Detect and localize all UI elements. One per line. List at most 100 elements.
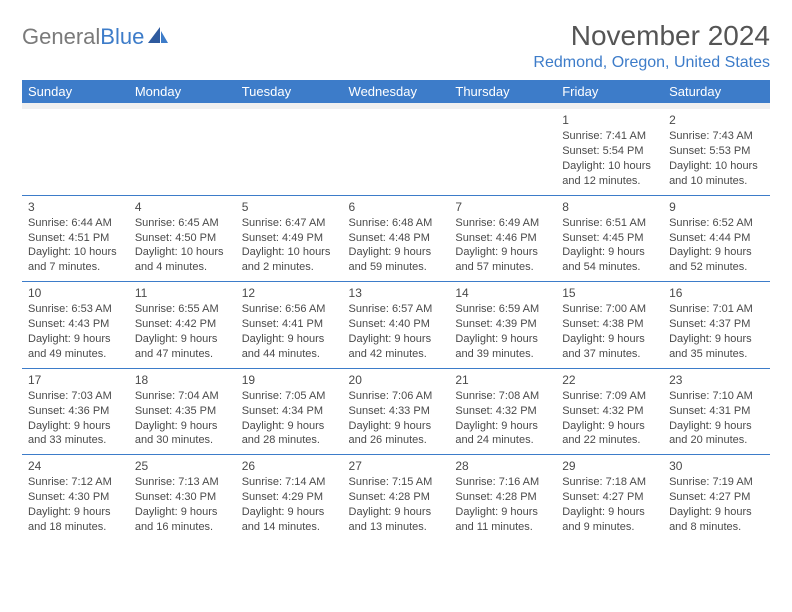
day-number: 20 [349,372,444,388]
day-sunset: Sunset: 4:32 PM [562,404,657,419]
day-number: 5 [242,199,337,215]
day-day2: and 24 minutes. [455,433,550,448]
day-cell: 1Sunrise: 7:41 AMSunset: 5:54 PMDaylight… [556,109,663,195]
day-number: 28 [455,458,550,474]
day-sunset: Sunset: 4:37 PM [669,317,764,332]
day-day1: Daylight: 9 hours [669,332,764,347]
day-number: 12 [242,285,337,301]
day-cell: 13Sunrise: 6:57 AMSunset: 4:40 PMDayligh… [343,282,450,369]
day-sunset: Sunset: 4:27 PM [562,490,657,505]
day-day1: Daylight: 9 hours [562,505,657,520]
day-header: Friday [556,80,663,103]
day-header: Thursday [449,80,556,103]
calendar-body: 1Sunrise: 7:41 AMSunset: 5:54 PMDaylight… [22,109,770,541]
day-sunset: Sunset: 4:51 PM [28,231,123,246]
day-day2: and 10 minutes. [669,174,764,189]
day-sunset: Sunset: 4:46 PM [455,231,550,246]
day-sunset: Sunset: 5:54 PM [562,144,657,159]
day-cell: 14Sunrise: 6:59 AMSunset: 4:39 PMDayligh… [449,282,556,369]
day-day2: and 30 minutes. [135,433,230,448]
day-number: 2 [669,112,764,128]
logo-text-blue: Blue [100,24,144,49]
day-header: Sunday [22,80,129,103]
day-sunrise: Sunrise: 7:03 AM [28,389,123,404]
day-day2: and 59 minutes. [349,260,444,275]
day-cell: 17Sunrise: 7:03 AMSunset: 4:36 PMDayligh… [22,368,129,455]
day-cell: 3Sunrise: 6:44 AMSunset: 4:51 PMDaylight… [22,195,129,282]
day-day1: Daylight: 9 hours [242,505,337,520]
week-row: 17Sunrise: 7:03 AMSunset: 4:36 PMDayligh… [22,368,770,455]
day-day1: Daylight: 9 hours [242,332,337,347]
day-number: 22 [562,372,657,388]
day-sunrise: Sunrise: 6:51 AM [562,216,657,231]
location: Redmond, Oregon, United States [533,54,770,72]
day-day2: and 2 minutes. [242,260,337,275]
day-cell [129,109,236,195]
logo-text-gray: General [22,24,100,49]
day-cell: 5Sunrise: 6:47 AMSunset: 4:49 PMDaylight… [236,195,343,282]
day-day1: Daylight: 9 hours [562,419,657,434]
logo: GeneralBlue [22,24,170,50]
day-sunrise: Sunrise: 6:52 AM [669,216,764,231]
day-day2: and 47 minutes. [135,347,230,362]
day-day1: Daylight: 9 hours [135,419,230,434]
day-day2: and 37 minutes. [562,347,657,362]
day-cell: 8Sunrise: 6:51 AMSunset: 4:45 PMDaylight… [556,195,663,282]
day-day1: Daylight: 10 hours [242,245,337,260]
day-cell: 29Sunrise: 7:18 AMSunset: 4:27 PMDayligh… [556,455,663,541]
week-row: 1Sunrise: 7:41 AMSunset: 5:54 PMDaylight… [22,109,770,195]
day-sunrise: Sunrise: 7:12 AM [28,475,123,490]
day-day1: Daylight: 9 hours [455,505,550,520]
day-day1: Daylight: 9 hours [28,419,123,434]
day-sunrise: Sunrise: 7:04 AM [135,389,230,404]
day-number: 3 [28,199,123,215]
day-cell: 30Sunrise: 7:19 AMSunset: 4:27 PMDayligh… [663,455,770,541]
day-day2: and 49 minutes. [28,347,123,362]
day-day2: and 16 minutes. [135,520,230,535]
day-cell: 9Sunrise: 6:52 AMSunset: 4:44 PMDaylight… [663,195,770,282]
day-sunset: Sunset: 4:49 PM [242,231,337,246]
day-day1: Daylight: 9 hours [349,245,444,260]
day-number: 16 [669,285,764,301]
day-sunset: Sunset: 4:28 PM [349,490,444,505]
day-day2: and 35 minutes. [669,347,764,362]
day-sunset: Sunset: 4:40 PM [349,317,444,332]
day-sunset: Sunset: 4:34 PM [242,404,337,419]
day-cell: 4Sunrise: 6:45 AMSunset: 4:50 PMDaylight… [129,195,236,282]
day-sunset: Sunset: 4:41 PM [242,317,337,332]
day-cell: 19Sunrise: 7:05 AMSunset: 4:34 PMDayligh… [236,368,343,455]
day-sunrise: Sunrise: 6:49 AM [455,216,550,231]
day-sunrise: Sunrise: 7:05 AM [242,389,337,404]
day-cell: 21Sunrise: 7:08 AMSunset: 4:32 PMDayligh… [449,368,556,455]
day-day1: Daylight: 10 hours [669,159,764,174]
day-day2: and 54 minutes. [562,260,657,275]
day-cell [449,109,556,195]
day-sunset: Sunset: 4:27 PM [669,490,764,505]
day-day1: Daylight: 9 hours [669,245,764,260]
day-sunrise: Sunrise: 7:08 AM [455,389,550,404]
day-number: 8 [562,199,657,215]
day-cell: 23Sunrise: 7:10 AMSunset: 4:31 PMDayligh… [663,368,770,455]
day-day1: Daylight: 9 hours [242,419,337,434]
day-cell: 7Sunrise: 6:49 AMSunset: 4:46 PMDaylight… [449,195,556,282]
day-day2: and 42 minutes. [349,347,444,362]
day-number: 15 [562,285,657,301]
day-number: 29 [562,458,657,474]
day-number: 7 [455,199,550,215]
day-cell: 15Sunrise: 7:00 AMSunset: 4:38 PMDayligh… [556,282,663,369]
day-cell: 27Sunrise: 7:15 AMSunset: 4:28 PMDayligh… [343,455,450,541]
day-sunset: Sunset: 4:44 PM [669,231,764,246]
day-sunrise: Sunrise: 6:56 AM [242,302,337,317]
day-day2: and 7 minutes. [28,260,123,275]
day-sunrise: Sunrise: 7:16 AM [455,475,550,490]
day-sunset: Sunset: 4:38 PM [562,317,657,332]
day-sunrise: Sunrise: 6:55 AM [135,302,230,317]
day-day1: Daylight: 9 hours [455,332,550,347]
day-day2: and 8 minutes. [669,520,764,535]
day-day2: and 12 minutes. [562,174,657,189]
day-number: 10 [28,285,123,301]
week-row: 10Sunrise: 6:53 AMSunset: 4:43 PMDayligh… [22,282,770,369]
day-day2: and 22 minutes. [562,433,657,448]
day-cell [236,109,343,195]
sail-icon [146,25,170,50]
